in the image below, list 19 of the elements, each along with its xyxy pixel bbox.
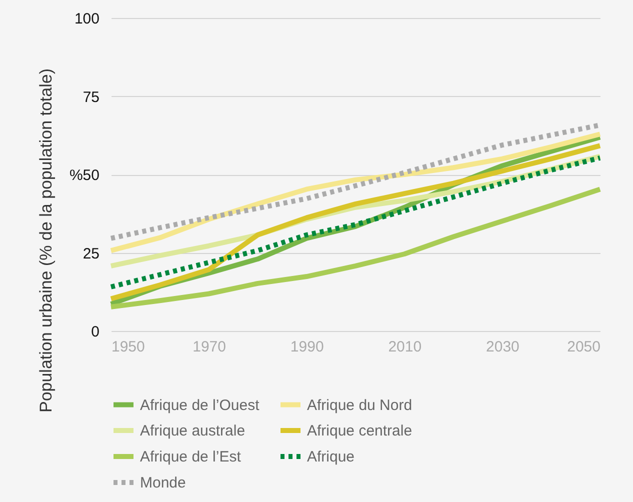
legend-label: Afrique centrale xyxy=(307,422,412,440)
x-tick-label: 1990 xyxy=(290,338,324,356)
y-tick-label: 0 xyxy=(91,324,100,340)
y-axis-title: Population urbaine (% de la population totale) xyxy=(36,68,56,413)
y-tick-label: 25 xyxy=(82,245,100,262)
legend-label: Afrique de l’Ouest xyxy=(140,396,260,414)
x-tick-label: 1950 xyxy=(112,338,145,356)
legend-label: Afrique de l’Est xyxy=(140,448,242,466)
legend-label: Afrique xyxy=(307,448,355,466)
x-tick-label: 1970 xyxy=(192,338,226,356)
x-tick-label: 2010 xyxy=(388,338,422,356)
y-tick-label: 100 xyxy=(74,10,100,28)
y-tick-label: 75 xyxy=(82,88,100,106)
legend-label: Monde xyxy=(140,474,186,492)
y-tick-label: %50 xyxy=(69,167,100,184)
legend-label: Afrique du Nord xyxy=(307,396,412,414)
x-tick-label: 2050 xyxy=(567,338,600,356)
x-tick-label: 2030 xyxy=(486,338,520,356)
legend-label: Afrique australe xyxy=(140,422,246,440)
